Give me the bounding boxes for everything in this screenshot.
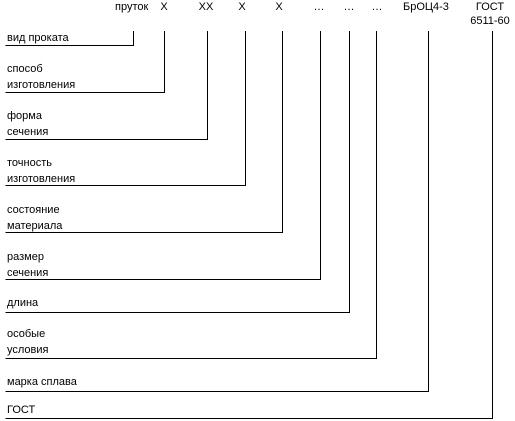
label-product-type: вид проката: [7, 32, 69, 44]
header-standard-line-1: ГОСТ: [475, 1, 505, 13]
connector-field-5: [5, 31, 321, 280]
label-length: длина: [7, 297, 39, 309]
label-manufacturing-accuracy: точность изготовления: [7, 157, 76, 185]
header-standard: ГОСТ 6511-60: [466, 0, 514, 28]
label-section-size: размер сечения: [7, 251, 49, 279]
connector-alloy: [5, 31, 429, 392]
header-field-7: …: [371, 1, 383, 13]
header-field-2: ХХ: [198, 1, 214, 13]
header-field-6: …: [343, 1, 355, 13]
connector-product: [5, 31, 134, 46]
header-product: пруток: [115, 1, 149, 13]
header-standard-line-2: 6511-60: [470, 15, 510, 27]
connector-field-6: [5, 31, 350, 313]
connector-standard: [5, 31, 493, 419]
connector-field-2: [5, 31, 208, 140]
label-manufacturing-method: способ изготовления: [7, 63, 76, 91]
connector-field-4: [5, 31, 283, 233]
label-special-conditions: особые условия: [7, 328, 49, 356]
label-standard: ГОСТ: [7, 404, 36, 416]
header-field-4: Х: [275, 1, 283, 13]
label-alloy-grade: марка сплава: [7, 376, 77, 388]
connector-field-3: [5, 31, 246, 186]
connector-field-1: [5, 31, 165, 93]
header-field-5: …: [313, 1, 325, 13]
label-material-condition: состояние материала: [7, 204, 63, 232]
header-field-3: Х: [238, 1, 246, 13]
label-section-shape: форма сечения: [7, 110, 49, 138]
connector-field-7: [5, 31, 377, 359]
header-alloy: БрОЦ4-3: [403, 1, 449, 13]
header-field-1: Х: [160, 1, 168, 13]
